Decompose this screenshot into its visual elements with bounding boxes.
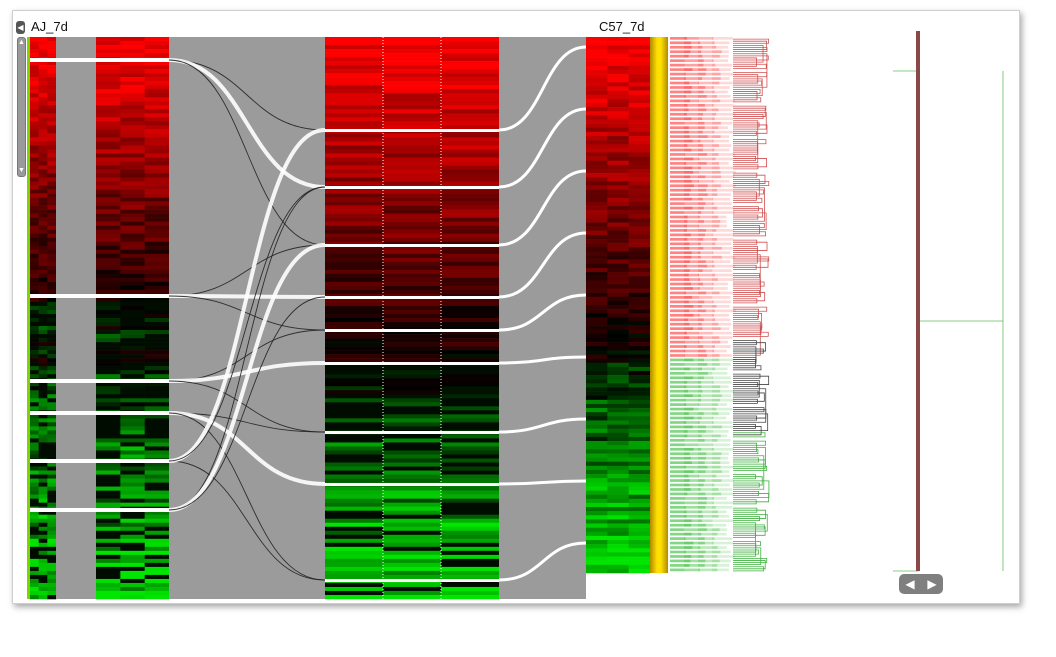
connector-ribbon (168, 380, 326, 433)
connector-ribbon (498, 417, 587, 434)
right-heatmap (586, 37, 651, 574)
connector-ribbon (498, 355, 587, 365)
center-connector-band (169, 37, 325, 599)
left-compact-heatmap (30, 37, 57, 600)
connector-ribbon (168, 58, 326, 189)
chevron-left-icon[interactable]: ◀ (16, 21, 25, 34)
left-main-heatmap (96, 37, 170, 600)
cluster-separator (325, 431, 499, 434)
connector-ribbon (168, 460, 326, 581)
connector-ribbon (168, 59, 326, 246)
triangle-up-icon[interactable]: ▲ (18, 39, 25, 46)
triangle-down-icon[interactable]: ▼ (18, 167, 25, 174)
horizontal-scroll-buttons[interactable]: ◀ ▶ (899, 574, 943, 594)
right-connector-band (499, 37, 586, 599)
triangle-left-icon[interactable]: ◀ (905, 577, 915, 591)
cutoff-bar (916, 31, 920, 571)
left-connector-band (56, 37, 96, 599)
cluster-separator (325, 129, 499, 132)
connector-ribbon (498, 231, 587, 299)
connector-ribbon (168, 244, 326, 297)
cluster-separator (325, 329, 499, 332)
cluster-separator (325, 244, 499, 247)
connector-ribbon (498, 107, 587, 189)
left-dataset-label: AJ_7d (31, 19, 68, 34)
connector-ribbon (498, 541, 587, 582)
heatmap-compare-view: AJ_7d C57_7d ◀ ▲ ▼ ◀ ▶ (12, 10, 1020, 604)
connector-ribbon (498, 169, 587, 247)
highlight-bar (650, 37, 668, 573)
cluster-separator (30, 508, 169, 512)
right-dataset-label: C57_7d (599, 19, 645, 34)
connector-ribbon (498, 479, 587, 486)
heatmap-visualization[interactable] (13, 11, 1019, 603)
cluster-separator (30, 58, 169, 62)
dendrogram (733, 38, 1004, 572)
middle-heatmap (325, 37, 500, 600)
cluster-separator (30, 459, 169, 463)
cluster-separator (325, 579, 499, 582)
triangle-right-icon[interactable]: ▶ (927, 577, 937, 591)
connector-ribbon (168, 186, 326, 462)
connector-ribbon (168, 411, 326, 486)
cluster-separator (30, 294, 169, 298)
cluster-separator (325, 186, 499, 189)
left-side-bar (27, 37, 30, 599)
cluster-separator (30, 379, 169, 383)
vertical-scrollbar[interactable]: ▲ ▼ (17, 37, 26, 177)
cluster-separator (325, 362, 499, 365)
connector-ribbon (168, 296, 326, 511)
row-fade-strip (670, 37, 736, 572)
cluster-separator (325, 296, 499, 299)
cluster-separator (325, 483, 499, 486)
connector-ribbon (168, 243, 326, 512)
connector-ribbon (498, 45, 587, 132)
connector-ribbon (168, 59, 326, 131)
cluster-separator (30, 411, 169, 415)
connector-ribbon (168, 128, 326, 463)
connector-ribbon (498, 293, 587, 332)
connector-ribbon (168, 295, 326, 331)
connector-ribbon (168, 412, 326, 581)
